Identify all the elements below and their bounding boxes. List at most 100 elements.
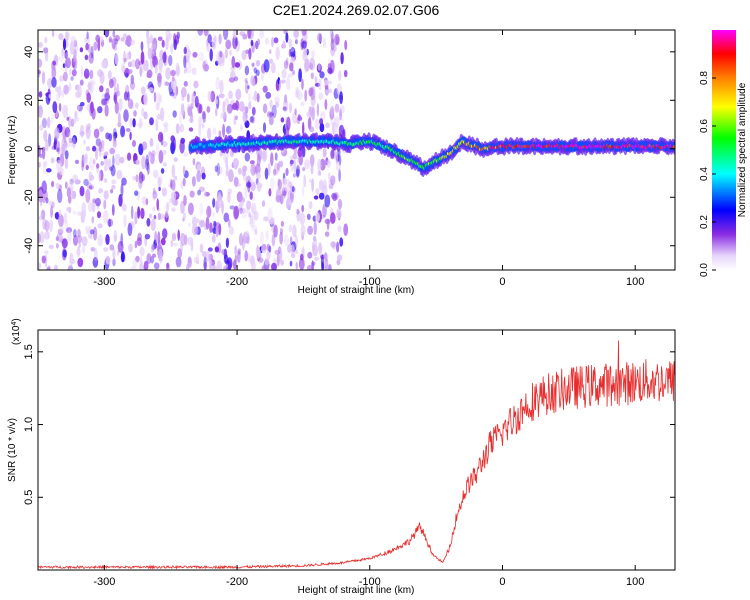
- noise-blob: [210, 90, 216, 103]
- noise-blob: [285, 32, 289, 43]
- x-tick-label: -200: [226, 576, 248, 588]
- noise-blob: [217, 194, 223, 209]
- noise-blob: [121, 203, 127, 212]
- noise-blob: [175, 123, 180, 135]
- noise-blob: [61, 143, 66, 156]
- noise-blob: [296, 208, 300, 215]
- spectrogram-xlabel: Height of straight line (km): [298, 285, 415, 296]
- noise-blob: [238, 167, 242, 175]
- noise-blob: [139, 256, 143, 270]
- noise-blob: [96, 163, 100, 169]
- noise-blob: [216, 260, 223, 270]
- noise-blob: [282, 177, 286, 187]
- noise-blob: [85, 146, 91, 152]
- noise-blob: [139, 246, 145, 257]
- noise-blob: [117, 241, 124, 253]
- noise-blob: [116, 170, 123, 180]
- noise-blob: [111, 179, 117, 185]
- noise-blob: [91, 80, 96, 86]
- noise-blob: [69, 252, 74, 266]
- noise-blob: [242, 207, 246, 214]
- y-tick-label: -40: [23, 238, 35, 254]
- noise-blob: [62, 249, 67, 258]
- noise-blob: [280, 117, 285, 123]
- noise-blob: [50, 205, 53, 218]
- noise-blob: [334, 116, 340, 128]
- noise-blob: [241, 210, 248, 219]
- noise-blob: [183, 80, 188, 87]
- noise-blob: [306, 264, 313, 270]
- noise-blob: [157, 176, 162, 188]
- noise-blob: [158, 150, 164, 164]
- noise-blob: [223, 30, 229, 40]
- noise-blob: [49, 219, 53, 232]
- noise-blob: [213, 35, 217, 43]
- noise-blob: [64, 52, 69, 60]
- noise-blob: [318, 92, 324, 101]
- noise-blob: [294, 249, 299, 254]
- noise-blob: [252, 77, 256, 87]
- noise-blob: [339, 91, 343, 105]
- noise-blob: [114, 86, 117, 93]
- noise-blob: [135, 174, 139, 183]
- snr-xlabel: Height of straight line (km): [298, 585, 415, 596]
- noise-blob: [276, 163, 280, 171]
- noise-blob: [151, 243, 156, 251]
- noise-blob: [290, 244, 295, 254]
- noise-blob: [123, 109, 129, 122]
- noise-blob: [277, 179, 282, 191]
- noise-blob: [161, 187, 167, 197]
- noise-blob: [88, 185, 93, 190]
- noise-blob: [120, 183, 124, 197]
- noise-blob: [81, 236, 88, 247]
- noise-blob: [193, 256, 200, 264]
- noise-blob: [194, 226, 199, 235]
- noise-blob: [197, 189, 202, 196]
- noise-blob: [257, 182, 261, 187]
- noise-blob: [48, 93, 52, 99]
- noise-blob: [265, 37, 269, 45]
- noise-blob: [290, 159, 294, 165]
- noise-blob: [282, 40, 286, 49]
- noise-blob: [197, 30, 204, 36]
- noise-blob: [134, 190, 139, 196]
- noise-blob: [158, 186, 161, 192]
- y-tick-label: 40: [23, 46, 35, 58]
- noise-blob: [301, 78, 304, 91]
- noise-blob: [70, 185, 73, 200]
- noise-blob: [315, 188, 320, 195]
- noise-blob: [292, 112, 298, 124]
- noise-blob: [101, 60, 107, 69]
- noise-blob: [319, 180, 324, 192]
- noise-blob: [216, 162, 220, 176]
- y-tick-label: -20: [23, 189, 35, 205]
- noise-blob: [338, 116, 343, 122]
- noise-blob: [336, 208, 342, 219]
- noise-blob: [304, 58, 310, 72]
- noise-blob: [306, 111, 310, 117]
- noise-blob: [281, 79, 286, 84]
- noise-blob: [41, 255, 46, 264]
- noise-blob: [253, 210, 259, 221]
- noise-blob: [249, 215, 254, 226]
- noise-blob: [288, 38, 293, 48]
- noise-blob: [187, 236, 193, 246]
- noise-blob: [85, 164, 89, 171]
- noise-blob: [92, 145, 97, 152]
- noise-blob: [89, 157, 95, 171]
- noise-blob: [128, 243, 133, 253]
- noise-blob: [39, 231, 45, 244]
- noise-blob: [155, 118, 159, 132]
- noise-blob: [270, 152, 274, 167]
- noise-blob: [48, 200, 54, 206]
- noise-blob: [157, 174, 164, 186]
- noise-blob: [339, 108, 342, 121]
- noise-blob: [108, 38, 113, 43]
- colorbar-tick-label: 0.2: [699, 215, 710, 229]
- noise-blob: [212, 211, 216, 218]
- noise-blob: [196, 170, 202, 183]
- noise-blob: [259, 30, 265, 39]
- noise-blob: [42, 218, 47, 230]
